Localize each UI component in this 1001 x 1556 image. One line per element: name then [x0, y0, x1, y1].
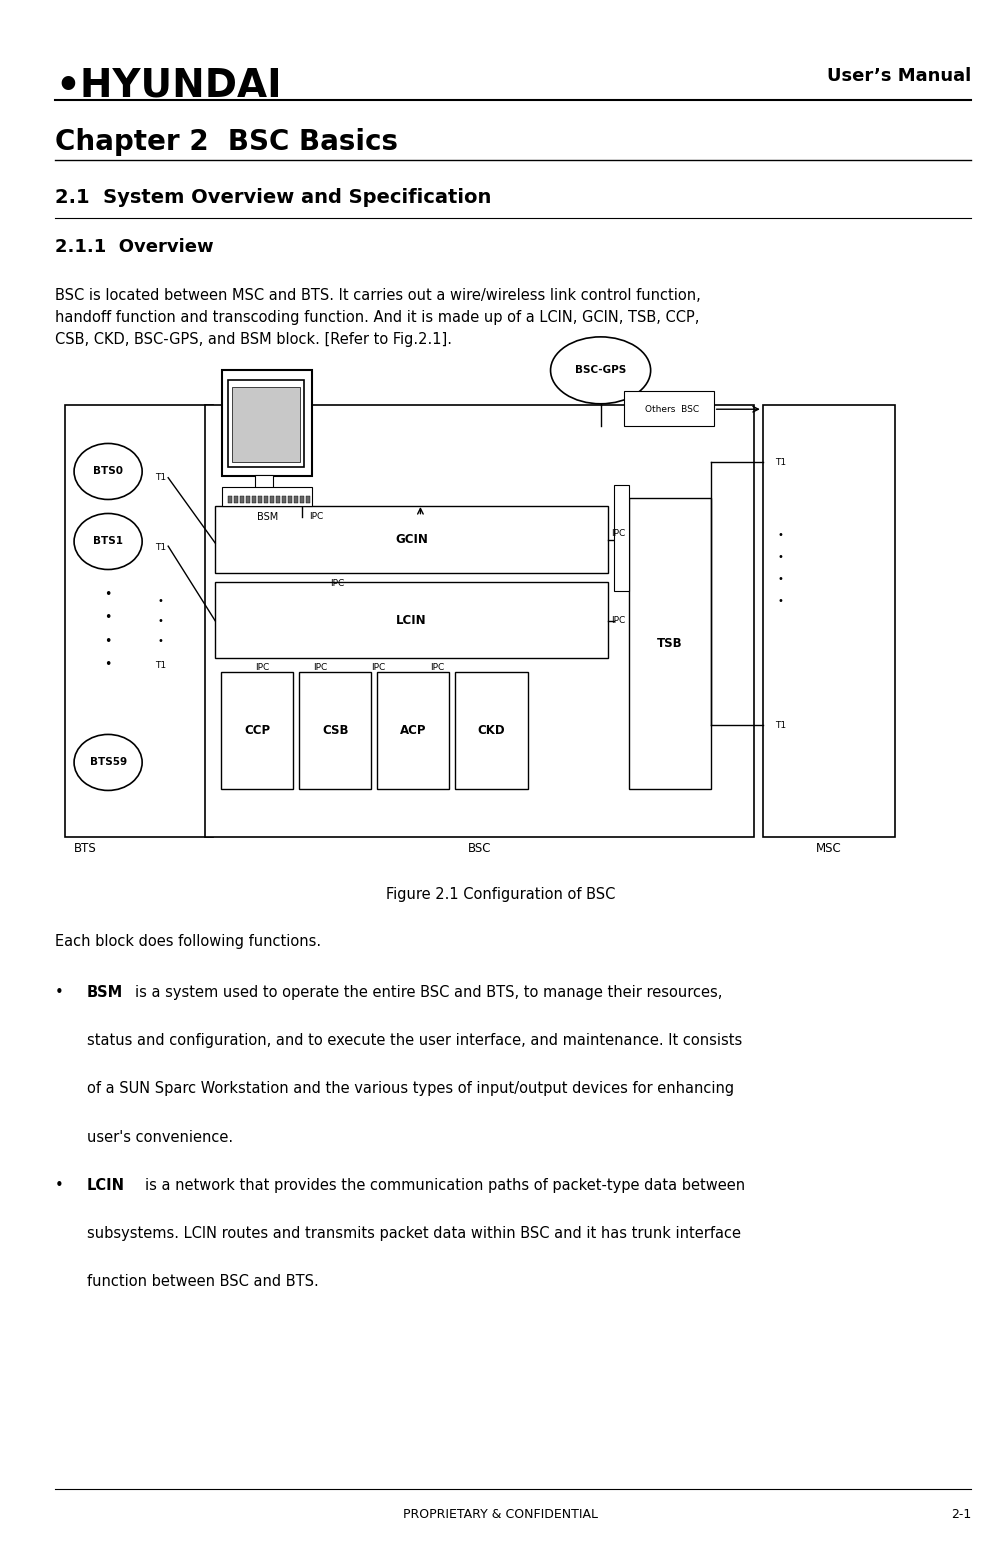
FancyBboxPatch shape	[205, 405, 754, 837]
Text: function between BSC and BTS.: function between BSC and BTS.	[87, 1274, 319, 1290]
FancyBboxPatch shape	[300, 496, 304, 503]
Text: IPC: IPC	[430, 663, 444, 672]
FancyBboxPatch shape	[294, 496, 298, 503]
Text: BTS1: BTS1	[93, 537, 123, 546]
Text: IPC: IPC	[255, 663, 269, 672]
FancyBboxPatch shape	[306, 496, 310, 503]
FancyBboxPatch shape	[234, 496, 238, 503]
FancyBboxPatch shape	[65, 405, 213, 837]
Text: Figure 2.1 Configuration of BSC: Figure 2.1 Configuration of BSC	[385, 887, 616, 902]
Text: subsystems. LCIN routes and transmits packet data within BSC and it has trunk in: subsystems. LCIN routes and transmits pa…	[87, 1226, 741, 1242]
FancyBboxPatch shape	[222, 370, 312, 476]
Text: is a system used to operate the entire BSC and BTS, to manage their resources,: is a system used to operate the entire B…	[135, 985, 723, 1001]
Ellipse shape	[551, 338, 651, 405]
Text: IPC: IPC	[371, 663, 385, 672]
Text: Each block does following functions.: Each block does following functions.	[55, 934, 321, 949]
FancyBboxPatch shape	[240, 496, 244, 503]
Text: •: •	[778, 574, 784, 584]
Text: IPC: IPC	[330, 579, 344, 588]
FancyBboxPatch shape	[276, 496, 280, 503]
Text: MSC: MSC	[816, 842, 842, 854]
Ellipse shape	[74, 443, 142, 499]
FancyBboxPatch shape	[215, 506, 608, 573]
FancyBboxPatch shape	[455, 672, 528, 789]
Text: BSC-GPS: BSC-GPS	[575, 366, 627, 375]
Text: BSM: BSM	[87, 985, 123, 1001]
FancyBboxPatch shape	[264, 496, 268, 503]
Text: IPC: IPC	[612, 616, 626, 626]
Text: is a network that provides the communication paths of packet-type data between: is a network that provides the communica…	[145, 1178, 746, 1193]
Text: •: •	[778, 596, 784, 605]
Text: IPC: IPC	[309, 512, 323, 521]
Text: •: •	[778, 531, 784, 540]
Text: BTS0: BTS0	[93, 467, 123, 476]
Text: TSB: TSB	[657, 636, 683, 650]
FancyBboxPatch shape	[228, 380, 304, 467]
Text: IPC: IPC	[612, 529, 626, 538]
Text: T1: T1	[775, 457, 787, 467]
Text: T1: T1	[775, 720, 787, 730]
FancyBboxPatch shape	[222, 487, 312, 506]
Text: LCIN: LCIN	[396, 615, 426, 627]
FancyBboxPatch shape	[614, 485, 629, 591]
Text: CKD: CKD	[477, 724, 506, 738]
Text: •: •	[104, 588, 112, 601]
Text: BSC: BSC	[467, 842, 491, 854]
FancyBboxPatch shape	[246, 496, 250, 503]
FancyBboxPatch shape	[228, 496, 232, 503]
FancyBboxPatch shape	[288, 496, 292, 503]
Text: •: •	[157, 636, 163, 646]
FancyBboxPatch shape	[377, 672, 449, 789]
Text: user's convenience.: user's convenience.	[87, 1130, 233, 1145]
Text: Others  BSC: Others BSC	[645, 405, 699, 414]
FancyBboxPatch shape	[270, 496, 274, 503]
FancyBboxPatch shape	[299, 672, 371, 789]
Text: of a SUN Sparc Workstation and the various types of input/output devices for enh: of a SUN Sparc Workstation and the vario…	[87, 1081, 734, 1097]
FancyBboxPatch shape	[624, 391, 714, 426]
FancyBboxPatch shape	[258, 496, 262, 503]
FancyBboxPatch shape	[282, 496, 286, 503]
Text: Chapter 2  BSC Basics: Chapter 2 BSC Basics	[55, 128, 398, 156]
Text: •: •	[157, 616, 163, 626]
Text: BSM: BSM	[256, 512, 278, 521]
Text: LCIN: LCIN	[87, 1178, 125, 1193]
Text: 2.1  System Overview and Specification: 2.1 System Overview and Specification	[55, 188, 491, 207]
Text: •HYUNDAI: •HYUNDAI	[55, 67, 281, 104]
Text: 2.1.1  Overview: 2.1.1 Overview	[55, 238, 213, 257]
Text: •: •	[157, 596, 163, 605]
FancyBboxPatch shape	[221, 672, 293, 789]
Text: BTS59: BTS59	[89, 758, 127, 767]
Text: T1: T1	[154, 543, 166, 552]
Text: CCP: CCP	[244, 724, 270, 738]
Text: T1: T1	[154, 473, 166, 482]
Text: BSC is located between MSC and BTS. It carries out a wire/wireless link control : BSC is located between MSC and BTS. It c…	[55, 288, 701, 347]
Text: •: •	[55, 985, 64, 1001]
Text: •: •	[104, 658, 112, 671]
FancyBboxPatch shape	[763, 405, 895, 837]
Text: •: •	[104, 635, 112, 647]
FancyBboxPatch shape	[252, 496, 256, 503]
Text: BTS: BTS	[74, 842, 96, 854]
Text: •: •	[55, 1178, 64, 1193]
Text: IPC: IPC	[313, 663, 327, 672]
FancyBboxPatch shape	[255, 475, 273, 490]
Text: status and configuration, and to execute the user interface, and maintenance. It: status and configuration, and to execute…	[87, 1033, 743, 1049]
Text: •: •	[104, 612, 112, 624]
Ellipse shape	[74, 734, 142, 790]
Text: ACP: ACP	[400, 724, 426, 738]
FancyBboxPatch shape	[629, 498, 711, 789]
Text: T1: T1	[154, 661, 166, 671]
FancyBboxPatch shape	[232, 387, 300, 462]
Ellipse shape	[74, 513, 142, 569]
Text: •: •	[778, 552, 784, 562]
Text: GCIN: GCIN	[395, 534, 427, 546]
Text: PROPRIETARY & CONFIDENTIAL: PROPRIETARY & CONFIDENTIAL	[403, 1508, 598, 1520]
Text: 2-1: 2-1	[951, 1508, 971, 1520]
Text: CSB: CSB	[322, 724, 348, 738]
Text: User’s Manual: User’s Manual	[827, 67, 971, 86]
FancyBboxPatch shape	[215, 582, 608, 658]
